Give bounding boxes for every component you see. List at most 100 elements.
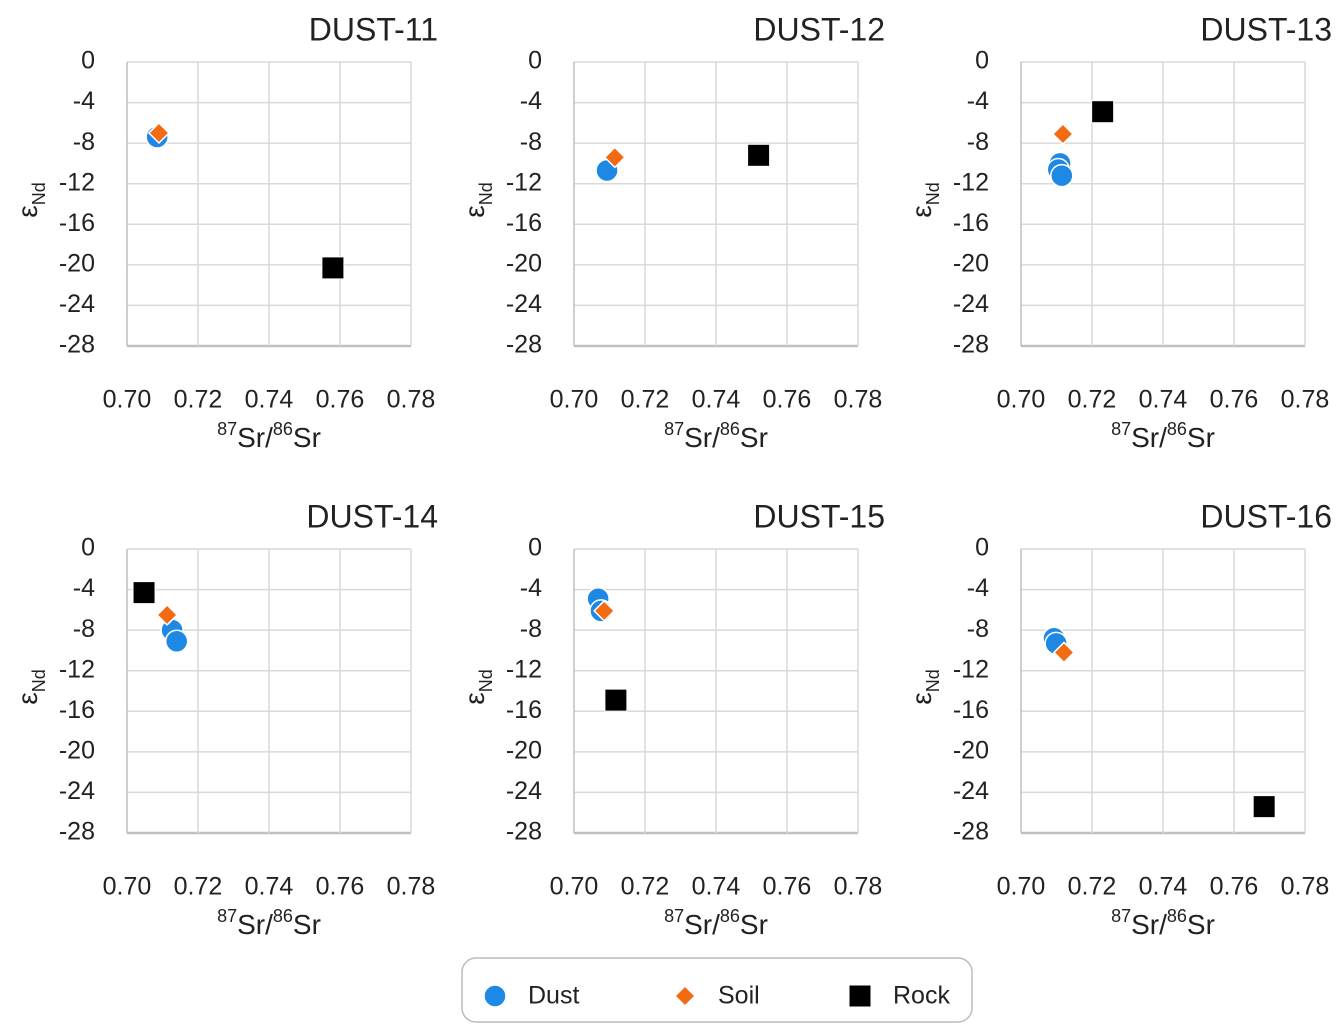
rock-point xyxy=(604,688,628,712)
y-tick-label: -16 xyxy=(953,209,989,237)
x-axis-label-part: 86 xyxy=(273,906,293,926)
y-tick-label: -20 xyxy=(506,736,542,764)
y-axis-label-part: ε xyxy=(906,692,937,704)
subplot: DUST-13 0 -4 -8 -12 -16 -20 -24 -28 0.70 0.72 0.74 0… xyxy=(906,11,1332,453)
legend-label: Dust xyxy=(528,982,579,1010)
x-axis-label-part: Sr xyxy=(740,422,768,453)
dust-point xyxy=(483,984,507,1008)
y-axis-label-part: ε xyxy=(459,692,490,704)
y-tick-label: -24 xyxy=(953,777,989,805)
subplot: DUST-12 0 -4 -8 -12 -16 -20 -24 -28 0.70 0.72 0.74 0… xyxy=(459,11,885,453)
y-tick-label: -8 xyxy=(73,128,95,156)
dust-point xyxy=(1050,163,1074,188)
rock-point xyxy=(848,984,872,1008)
x-axis-label-part: 86 xyxy=(273,419,293,439)
x-axis-label-part: 87 xyxy=(664,419,684,439)
x-axis-label-part: 86 xyxy=(720,906,740,926)
x-tick-label: 0.74 xyxy=(1139,386,1188,414)
y-axis-label-part: ε xyxy=(12,205,43,217)
y-tick-label: -4 xyxy=(967,87,989,115)
x-tick-label: 0.72 xyxy=(621,386,670,414)
y-tick-label: -20 xyxy=(953,736,989,764)
y-tick-label: -16 xyxy=(506,209,542,237)
y-tick-label: 0 xyxy=(81,534,95,562)
x-axis-label-part: 87 xyxy=(217,419,237,439)
y-tick-label: -28 xyxy=(59,818,95,846)
y-axis-label: εNd xyxy=(12,182,48,218)
y-tick-label: -4 xyxy=(73,87,95,115)
y-axis-label-part: Nd xyxy=(476,182,496,205)
soil-point xyxy=(1052,641,1076,664)
y-tick-label: 0 xyxy=(81,47,95,75)
chart-title: DUST-12 xyxy=(753,11,885,47)
soil-point xyxy=(603,146,626,169)
dust-point xyxy=(164,629,189,654)
x-axis-label-part: Sr xyxy=(1187,422,1215,453)
subplot: DUST-16 0 -4 -8 -12 -16 -20 -24 -28 0.70 0.72 0.74 0… xyxy=(906,498,1332,940)
y-axis-label-part: ε xyxy=(459,205,490,217)
y-tick-label: -28 xyxy=(506,818,542,846)
x-axis-label: 87Sr/86Sr xyxy=(1111,906,1215,941)
y-tick-label: -20 xyxy=(59,249,95,277)
y-tick-label: -24 xyxy=(506,290,542,318)
y-tick-label: -16 xyxy=(506,696,542,724)
x-axis-label-part: 86 xyxy=(1167,419,1187,439)
x-axis-label: 87Sr/86Sr xyxy=(217,906,321,941)
y-axis-label-part: ε xyxy=(906,205,937,217)
chart-title: DUST-11 xyxy=(309,11,438,47)
y-tick-label: -16 xyxy=(59,209,95,237)
rock-point xyxy=(1252,795,1276,819)
x-tick-label: 0.70 xyxy=(103,873,152,901)
x-tick-label: 0.72 xyxy=(1068,386,1117,414)
x-tick-label: 0.76 xyxy=(1210,386,1259,414)
chart-title: DUST-13 xyxy=(1200,11,1332,47)
y-tick-label: -24 xyxy=(59,777,95,805)
x-axis-label-part: 87 xyxy=(664,906,684,926)
x-axis-label-part: 87 xyxy=(1111,906,1131,926)
y-axis-label: εNd xyxy=(12,669,48,705)
x-tick-label: 0.78 xyxy=(387,386,436,414)
x-tick-label: 0.74 xyxy=(1139,873,1188,901)
y-tick-label: -20 xyxy=(953,249,989,277)
x-axis-label-part: 87 xyxy=(1111,419,1131,439)
x-axis-label-part: Sr/ xyxy=(237,909,273,940)
x-tick-label: 0.70 xyxy=(997,386,1046,414)
y-tick-label: -8 xyxy=(73,615,95,643)
legend-item: Rock xyxy=(848,982,950,1010)
x-tick-label: 0.70 xyxy=(550,873,599,901)
y-tick-label: -4 xyxy=(73,574,95,602)
x-tick-label: 0.74 xyxy=(245,386,294,414)
y-axis-label: εNd xyxy=(906,669,942,705)
y-tick-label: -4 xyxy=(967,574,989,602)
x-axis-label-part: 86 xyxy=(1167,906,1187,926)
y-axis-label-part: Nd xyxy=(476,669,496,692)
y-tick-label: -12 xyxy=(59,655,95,683)
y-tick-label: -12 xyxy=(506,655,542,683)
y-axis-label: εNd xyxy=(459,182,495,218)
y-tick-label: -8 xyxy=(520,615,542,643)
x-tick-label: 0.78 xyxy=(834,386,883,414)
x-axis-label-part: 86 xyxy=(720,419,740,439)
soil-point xyxy=(593,599,616,622)
y-tick-label: 0 xyxy=(975,534,989,562)
x-tick-label: 0.76 xyxy=(763,386,812,414)
y-tick-label: -28 xyxy=(506,331,542,359)
x-axis-label-part: Sr xyxy=(293,422,321,453)
rock-point xyxy=(1091,100,1115,124)
x-tick-label: 0.76 xyxy=(763,873,812,901)
legend-box xyxy=(461,957,973,1023)
x-axis-label-part: Sr/ xyxy=(1131,909,1167,940)
rock-point xyxy=(747,143,771,167)
subplot: DUST-14 0 -4 -8 -12 -16 -20 -24 -28 0.70 0.72 0.74 0… xyxy=(12,498,438,940)
y-tick-label: -16 xyxy=(953,696,989,724)
legend-item: Soil xyxy=(673,982,760,1010)
y-axis-label-part: Nd xyxy=(29,182,49,205)
x-tick-label: 0.72 xyxy=(621,873,670,901)
y-axis-label-part: Nd xyxy=(923,669,943,692)
subplot: DUST-11 0 -4 -8 -12 -16 -20 -24 -28 0.70 0.72 0.74 0… xyxy=(12,11,438,453)
legend-item: Dust xyxy=(483,982,579,1010)
x-tick-label: 0.72 xyxy=(1068,873,1117,901)
soil-point xyxy=(673,984,697,1008)
y-tick-label: 0 xyxy=(528,47,542,75)
legend-label: Soil xyxy=(718,982,760,1010)
